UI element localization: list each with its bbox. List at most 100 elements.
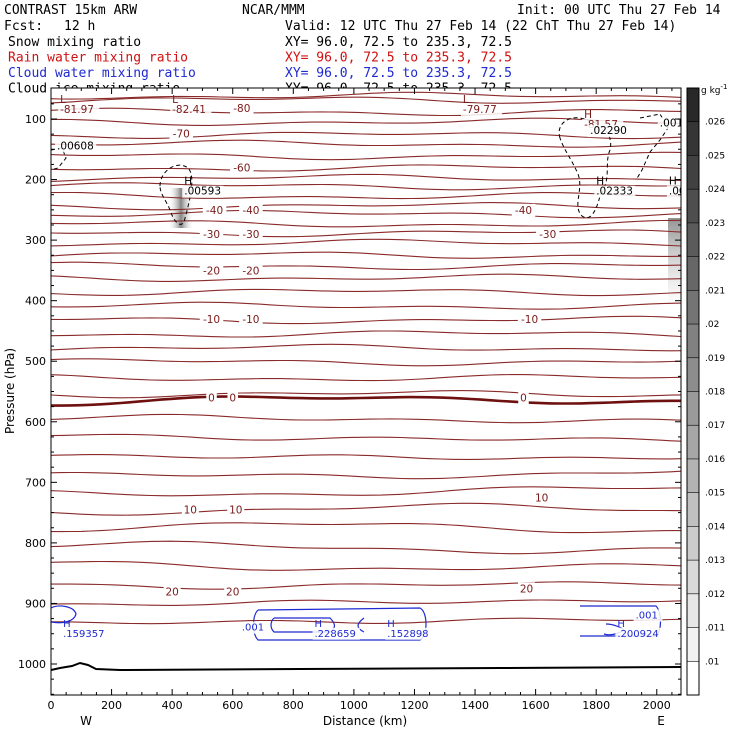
field-name: Snow mixing ratio	[8, 35, 141, 50]
chart-title: CONTRAST 15km ARW	[4, 3, 137, 18]
temperature-contour-line	[51, 107, 681, 117]
contour-label-bg	[199, 264, 224, 278]
field-xy: XY= 96.0, 72.5 to 235.3, 72.5	[285, 35, 512, 50]
field-xy: XY= 96.0, 72.5 to 235.3, 72.5	[285, 51, 512, 66]
temperature-contour-label: -40	[515, 205, 532, 217]
contour-label-bg	[239, 203, 263, 217]
colorbar: .026 .025 .024 .023 .022 .021 .02 .019 .018 .017.…	[686, 87, 725, 696]
forecast-hours: 12 h	[64, 19, 95, 34]
temperature-contour-line	[51, 91, 681, 100]
contour-label-bg	[511, 203, 536, 217]
cloud-water-extremum-value: .228659	[315, 629, 356, 640]
colorbar-swatch	[687, 88, 699, 122]
temperature-contour-label: -70	[173, 129, 190, 141]
temperature-contour-line	[51, 560, 681, 571]
y-tick-label: 900	[25, 597, 46, 610]
temperature-contour-label: -20	[203, 265, 220, 277]
temperature-contour-label: -20	[242, 265, 259, 277]
temperature-contour-line	[51, 330, 681, 338]
extremum-value-bg	[615, 627, 663, 640]
temperature-contour-line	[51, 273, 681, 282]
temperature-contour-line	[51, 433, 681, 442]
temperature-contour-label: -60	[233, 162, 250, 174]
temperature-contour-label: 0	[208, 393, 215, 405]
cloud-water-extremum-value: .001	[636, 611, 658, 622]
extremum-value-bg	[55, 140, 97, 153]
extremum-value-bg	[666, 185, 681, 198]
cloud-water-extremum-value: .200924	[617, 629, 658, 640]
colorbar-swatch	[687, 324, 699, 358]
temperature-contour-line	[51, 164, 681, 172]
temperature-contour-line	[51, 191, 681, 200]
colorbar-label: .015	[705, 489, 725, 499]
cloud-water-contour	[357, 617, 365, 633]
colorbar-swatch	[687, 560, 699, 594]
colorbar-label: .01	[705, 657, 719, 667]
cloud-water-extremum-marker: H	[315, 619, 323, 630]
colorbar-swatch	[687, 661, 699, 695]
temperature-contour-line	[51, 486, 681, 497]
colorbar-label: .017	[705, 421, 725, 431]
colorbar-swatch	[687, 627, 699, 662]
temperature-contour-label: -40	[242, 205, 259, 217]
temperature-contour-label: 20	[226, 586, 239, 598]
cloud-ice-extremum-marker: H	[669, 176, 677, 188]
temperature-contour-line	[51, 219, 681, 228]
y-tick-label: 700	[25, 476, 46, 489]
temperature-contour-label: -30	[203, 229, 220, 241]
temperature-contour-label: -30	[539, 229, 556, 241]
x-tick-label: 1600	[522, 699, 550, 712]
cloud-ice-extremum-marker: H	[184, 176, 192, 188]
temperature-contour-line	[51, 173, 681, 182]
y-axis-label: Pressure (hPa)	[3, 348, 17, 434]
cloud-water-extremum-marker: H	[617, 619, 625, 630]
contour-label-bg	[224, 585, 242, 599]
cloud-ice-extremum-value: .007	[669, 186, 692, 198]
temperature-extremum-marker: L	[463, 94, 469, 106]
source-label: NCAR/MMM	[242, 3, 305, 18]
valid-time: Valid: 12 UTC Thu 27 Feb 14 (22 ChT Thu …	[285, 19, 676, 34]
y-tick-label: 200	[25, 174, 46, 187]
temperature-contours	[51, 91, 681, 625]
extremum-value-bg	[633, 609, 663, 622]
cloud-ice-contour	[159, 164, 193, 225]
cloud-water-extremum-marker: H	[63, 619, 71, 630]
temperature-contour-label: -10	[521, 314, 538, 326]
temperature-contour-line	[51, 209, 681, 219]
temperature-contour-line	[51, 374, 681, 382]
colorbar-swatch	[687, 357, 699, 392]
cloud-water-contour	[51, 605, 77, 624]
temperature-contour-label: 0	[520, 393, 527, 405]
cloud-water-contour	[252, 607, 427, 641]
x-tick-label: 800	[283, 699, 304, 712]
contour-label-bg	[227, 503, 245, 517]
cloud-water-extremum-value: .159357	[63, 629, 104, 640]
forecast-label: Fcst:	[4, 19, 43, 34]
extremum-value-bg	[312, 627, 360, 640]
cloud-water-extremum-marker: H	[387, 619, 395, 630]
colorbar-label: .012	[705, 590, 725, 600]
temperature-contour-line	[51, 182, 681, 191]
temperature-contour-line	[51, 540, 681, 555]
colorbar-label: .011	[705, 624, 725, 634]
extremum-value-bg	[239, 621, 269, 634]
temperature-contour-label: 0	[229, 393, 236, 405]
temperature-contour-line	[51, 581, 681, 590]
x-axis: 0 200 400 600 800 1000 1200 1400 1600 1800 2000	[48, 88, 673, 712]
temperature-contour-label: 10	[184, 505, 197, 517]
temperature-contour-label: -80	[233, 103, 250, 115]
extremum-value-bg	[657, 117, 681, 130]
colorbar-label: .025	[705, 151, 725, 161]
cloud-ice-extremum-marker: H	[596, 176, 604, 188]
temperature-contour-line	[51, 229, 681, 238]
extremum-value-bg	[588, 125, 630, 138]
temperature-contour-line	[51, 395, 681, 407]
contour-label-bg	[206, 391, 217, 405]
colorbar-swatch	[687, 121, 699, 156]
contour-label-bg	[517, 312, 542, 326]
temperature-contour-label: -40	[206, 205, 223, 217]
cloud-ice-extremum-value: .00593	[184, 186, 221, 198]
colorbar-swatch	[687, 222, 699, 257]
temperature-contour-label: -10	[203, 314, 220, 326]
